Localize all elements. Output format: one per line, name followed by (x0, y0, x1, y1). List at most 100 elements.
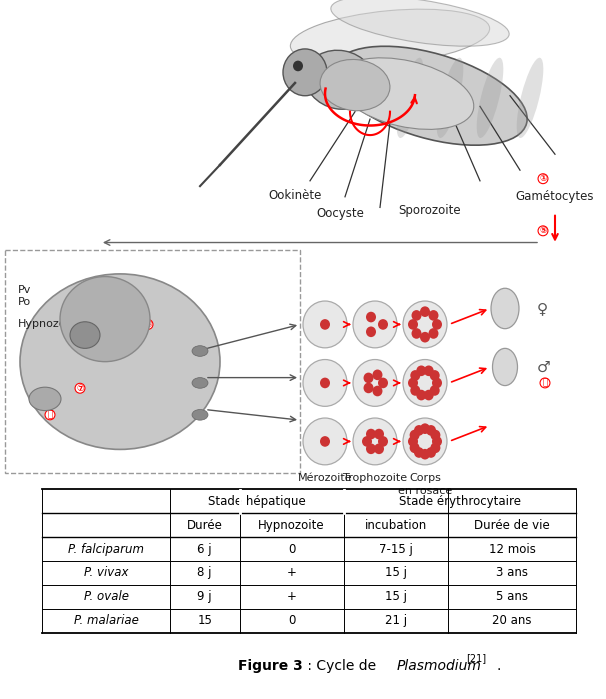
Circle shape (426, 425, 436, 435)
Circle shape (424, 366, 434, 376)
Text: 15 j: 15 j (385, 566, 407, 579)
Circle shape (320, 319, 330, 330)
Text: ①: ① (539, 174, 547, 183)
Text: +: + (287, 590, 296, 603)
Circle shape (420, 332, 430, 343)
Text: Corps
en rosace: Corps en rosace (398, 473, 452, 496)
Circle shape (364, 382, 373, 394)
Circle shape (366, 326, 376, 337)
Ellipse shape (29, 387, 61, 410)
Text: Sporozoite: Sporozoite (399, 204, 461, 217)
Ellipse shape (491, 288, 519, 329)
Text: 7-15 j: 7-15 j (379, 542, 413, 556)
Text: 15: 15 (198, 614, 212, 627)
Ellipse shape (397, 58, 424, 138)
Circle shape (410, 430, 419, 440)
Text: .: . (497, 658, 501, 673)
Text: P. ovale: P. ovale (84, 590, 128, 603)
Text: Pv
Po: Pv Po (18, 285, 32, 308)
Ellipse shape (493, 348, 518, 386)
Circle shape (373, 386, 382, 396)
Text: Figure 3: Figure 3 (238, 658, 303, 673)
Circle shape (353, 418, 397, 465)
Text: Durée de vie: Durée de vie (474, 519, 550, 532)
Text: ⑤: ⑤ (539, 226, 547, 236)
Circle shape (293, 61, 303, 71)
Text: incubation: incubation (365, 519, 427, 532)
Circle shape (426, 447, 436, 458)
Circle shape (414, 447, 424, 458)
Circle shape (408, 377, 418, 388)
Text: Stade hépatique: Stade hépatique (208, 495, 306, 507)
Circle shape (414, 425, 424, 435)
Circle shape (320, 377, 330, 388)
Text: ④: ④ (406, 72, 414, 81)
Ellipse shape (477, 58, 504, 138)
Circle shape (366, 443, 376, 454)
Circle shape (428, 310, 439, 321)
Text: Gamétocytes: Gamétocytes (516, 190, 594, 203)
Ellipse shape (192, 410, 208, 420)
Circle shape (416, 390, 426, 401)
Circle shape (420, 449, 430, 459)
Text: ♂: ♂ (537, 359, 551, 375)
Circle shape (374, 428, 384, 440)
Text: P. falciparum: P. falciparum (68, 542, 144, 556)
Text: ⑩: ⑩ (406, 373, 414, 382)
Text: P. vivax: P. vivax (84, 566, 128, 579)
Text: ⑪: ⑪ (542, 378, 548, 387)
Text: 12 mois: 12 mois (488, 542, 535, 556)
Circle shape (432, 319, 442, 330)
Circle shape (366, 428, 376, 440)
Text: 9 j: 9 j (198, 590, 212, 603)
Text: ⑫: ⑫ (47, 410, 53, 419)
Circle shape (320, 436, 330, 447)
Circle shape (373, 370, 382, 380)
Text: ②: ② (346, 80, 354, 89)
Text: Mérozoite: Mérozoite (298, 473, 352, 483)
Circle shape (430, 370, 440, 381)
Text: ⑦: ⑦ (76, 384, 84, 393)
Circle shape (283, 49, 327, 96)
Circle shape (378, 377, 388, 388)
Ellipse shape (336, 58, 474, 129)
Circle shape (416, 366, 426, 376)
Text: 3 ans: 3 ans (496, 566, 528, 579)
Circle shape (411, 310, 422, 321)
Circle shape (432, 377, 442, 388)
Text: Hypnozoïte: Hypnozoïte (18, 319, 81, 329)
Circle shape (303, 359, 347, 406)
Ellipse shape (60, 277, 150, 361)
Text: ⑧: ⑧ (306, 373, 314, 382)
Text: P. malariae: P. malariae (74, 614, 139, 627)
Circle shape (303, 418, 347, 465)
Circle shape (366, 312, 376, 322)
Circle shape (430, 442, 441, 453)
Circle shape (408, 436, 418, 447)
Text: 21 j: 21 j (385, 614, 407, 627)
Circle shape (420, 424, 430, 434)
Circle shape (410, 385, 421, 396)
Circle shape (378, 436, 388, 447)
Circle shape (430, 385, 440, 396)
Circle shape (411, 328, 422, 339)
Ellipse shape (70, 322, 100, 348)
Ellipse shape (192, 377, 208, 388)
Circle shape (424, 390, 434, 401)
Circle shape (430, 430, 441, 440)
Text: +: + (287, 566, 296, 579)
Circle shape (403, 301, 447, 348)
Text: Durée: Durée (187, 519, 222, 532)
Circle shape (432, 436, 442, 447)
Text: ⑨: ⑨ (356, 373, 364, 382)
Text: : Cycle de: : Cycle de (303, 658, 381, 673)
Text: 15 j: 15 j (385, 590, 407, 603)
Text: 6 j: 6 j (198, 542, 212, 556)
Text: ③: ③ (371, 72, 379, 81)
Circle shape (403, 418, 447, 465)
Text: Corps
bleu: Corps bleu (91, 289, 125, 317)
Text: Ookinète: Ookinète (268, 189, 322, 202)
Ellipse shape (305, 50, 375, 109)
Circle shape (364, 373, 373, 383)
Text: ♀: ♀ (537, 301, 548, 316)
